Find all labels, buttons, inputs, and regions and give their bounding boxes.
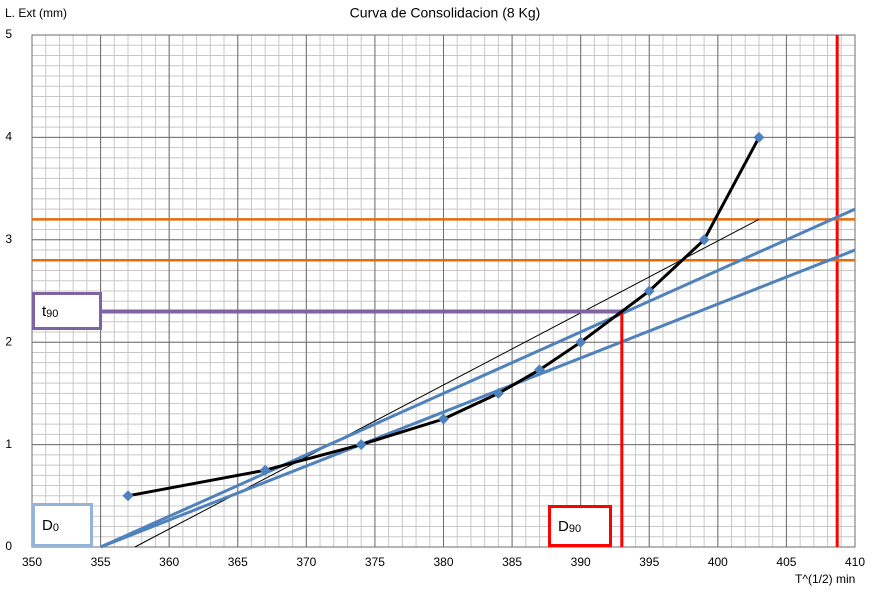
x-tick-label: 395	[639, 555, 659, 569]
y-tick-label: 2	[5, 334, 12, 348]
annotation-base: t	[42, 303, 47, 320]
annotation-sub: 0	[53, 522, 59, 534]
x-tick-label: 350	[22, 555, 42, 569]
annotation-label: D90	[558, 518, 581, 535]
annotation-sub: 90	[569, 523, 581, 535]
y-axis-title: L. Ext (mm)	[5, 6, 67, 20]
marker	[492, 387, 504, 399]
annotation-sub: 90	[46, 308, 58, 320]
line	[127, 136, 761, 498]
x-tick-label: 410	[845, 555, 865, 569]
marker	[643, 285, 655, 297]
y-tick-label: 5	[5, 27, 12, 41]
marker	[575, 336, 587, 348]
x-tick-label: 385	[502, 555, 522, 569]
marker	[438, 413, 449, 425]
annotation-label: D0	[42, 517, 59, 534]
x-tick-label: 365	[228, 555, 248, 569]
x-tick-label: 355	[91, 555, 111, 569]
chart-title: Curva de Consolidacion (8 Kg)	[350, 5, 541, 21]
x-tick-label: 375	[365, 555, 385, 569]
y-tick-label: 1	[5, 437, 12, 451]
marker	[259, 464, 271, 476]
line	[100, 248, 856, 549]
marker	[753, 131, 765, 143]
x-axis-title: T^(1/2) min	[795, 572, 855, 586]
y-tick-label: 3	[5, 232, 12, 246]
annotation-base: D	[42, 517, 53, 534]
annotation-box	[548, 505, 612, 547]
x-tick-label: 360	[159, 555, 179, 569]
marker	[355, 439, 367, 451]
marker	[122, 490, 134, 502]
x-tick-label: 390	[571, 555, 591, 569]
y-tick-label: 4	[5, 130, 12, 144]
plot-border	[31, 34, 856, 548]
x-tick-label: 400	[708, 555, 728, 569]
line	[99, 207, 856, 549]
marker	[698, 234, 710, 246]
x-tick-label: 370	[296, 555, 316, 569]
marker	[534, 364, 546, 376]
annotation-label: t90	[42, 303, 58, 320]
annotation-box	[32, 292, 102, 330]
x-tick-label: 380	[433, 555, 453, 569]
x-tick-label: 405	[776, 555, 796, 569]
annotation-base: D	[558, 518, 569, 535]
annotation-box	[32, 503, 93, 547]
y-tick-label: 0	[5, 539, 12, 553]
